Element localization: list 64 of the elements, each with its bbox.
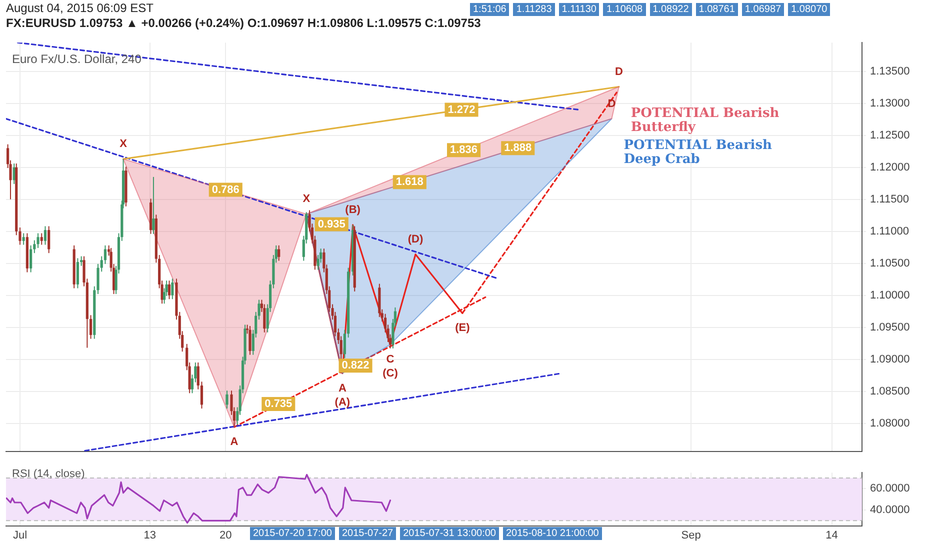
- annotation: 0.935: [318, 218, 346, 230]
- annotation: D: [614, 66, 623, 78]
- candlestick: [76, 258, 80, 289]
- x-tick-label: 14: [826, 530, 838, 542]
- y-tick-label: 40.0000: [870, 504, 910, 516]
- text: 1.08922: [650, 3, 692, 16]
- candlestick: [40, 232, 43, 246]
- annotation: 1.618: [396, 176, 424, 188]
- annotation: (E): [455, 322, 470, 334]
- text: 2015-07-31 13:00:00: [400, 527, 499, 540]
- y-tick-label: 1.13000: [870, 97, 910, 110]
- annotation: 1.836: [450, 144, 478, 156]
- x-tick-label: 13: [144, 530, 156, 542]
- y-tick-label: 1.08000: [870, 417, 910, 430]
- text: 2015-07-27: [338, 527, 396, 540]
- annotation: (A): [334, 396, 350, 408]
- text: 1.10608: [603, 3, 646, 16]
- annotation: Euro Fx/U.S. Dollar, 240: [11, 52, 142, 66]
- annotation: D: [608, 98, 616, 110]
- series-label: POTENTIAL Bearish Deep Crab: [624, 138, 773, 168]
- annotation: A: [230, 436, 238, 448]
- y-tick-label: 1.13500: [870, 65, 910, 78]
- text: 1:51:06: [470, 3, 510, 16]
- candlestick: [80, 256, 83, 266]
- chart-title: RSI (14, close): [11, 468, 86, 480]
- candlestick: [44, 226, 47, 246]
- annotation: 1.272: [448, 104, 476, 116]
- y-tick-label: 1.08500: [870, 385, 910, 398]
- candlestick: [30, 244, 32, 273]
- y-tick-label: 1.10500: [870, 257, 910, 270]
- text: 1.08070: [788, 3, 830, 16]
- candlestick: [48, 226, 50, 254]
- chart-title: FX:EURUSD 1.09753 ▲ +0.00266 (+0.24%) O:1.09697 H:1.09806 L:1.09575 C:1.09753: [6, 16, 481, 31]
- text: 2015-08-10 21:00:00: [502, 527, 602, 540]
- y-tick-label: 1.10000: [870, 289, 910, 302]
- annotation: C: [386, 354, 394, 366]
- candlestick: [89, 314, 92, 340]
- y-tick-label: 1.11500: [870, 193, 909, 206]
- annotation: 0.822: [342, 360, 370, 372]
- x-tick-label: 20: [220, 530, 232, 542]
- annotation: A: [338, 382, 346, 394]
- annotation: (D): [408, 233, 424, 246]
- candlestick: [343, 329, 346, 358]
- text: 1.06987: [742, 3, 784, 16]
- annotation: X: [120, 138, 128, 150]
- y-tick-label: 1.11000: [870, 225, 909, 238]
- series-label: POTENTIAL Bearish Butterfly: [630, 106, 780, 136]
- candlestick: [22, 232, 25, 246]
- annotation: (B): [345, 204, 361, 216]
- annotation: 1.888: [504, 142, 532, 154]
- text: 1.08761: [696, 3, 738, 16]
- text: 1.11130: [558, 3, 600, 16]
- annotation: (C): [382, 368, 398, 380]
- text: 1.11283: [513, 3, 555, 16]
- text: 2015-07-20 17:00: [250, 527, 335, 540]
- y-tick-label: 60.0000: [870, 482, 910, 495]
- y-tick-label: 1.09500: [870, 321, 910, 334]
- y-tick-label: 1.12000: [870, 161, 910, 174]
- chart-subtitle: August 04, 2015 06:09 EST: [6, 1, 154, 15]
- y-tick-label: 1.12500: [870, 129, 910, 142]
- x-tick-label: Sep: [681, 530, 701, 542]
- x-tick-label: Jul: [12, 530, 28, 542]
- y-tick-label: 1.09000: [870, 353, 910, 366]
- candlestick: [104, 244, 107, 264]
